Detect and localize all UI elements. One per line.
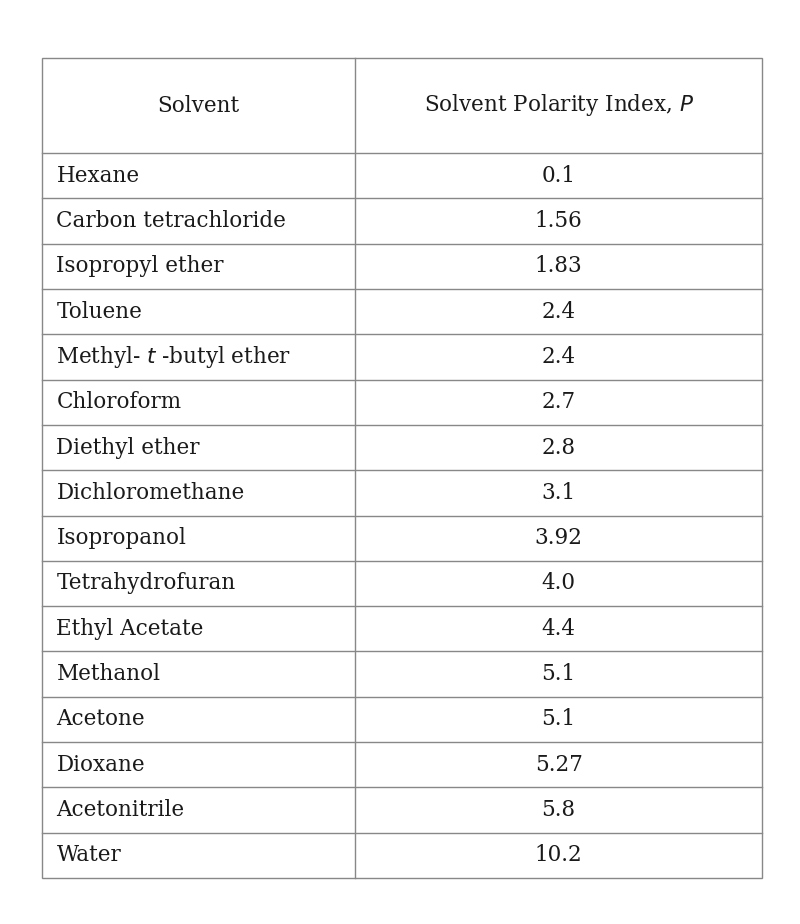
Text: Hexane: Hexane [56, 164, 139, 187]
Text: 3.1: 3.1 [542, 481, 576, 504]
Text: 2.7: 2.7 [542, 391, 576, 413]
Text: 0.1: 0.1 [542, 164, 576, 187]
Text: Ethyl Acetate: Ethyl Acetate [56, 618, 204, 639]
Text: Water: Water [56, 845, 121, 867]
Text: 3.92: 3.92 [534, 528, 582, 549]
Text: Solvent Polarity Index, $\it{P}$: Solvent Polarity Index, $\it{P}$ [423, 92, 694, 118]
Text: 5.27: 5.27 [534, 754, 582, 776]
Text: Isopropanol: Isopropanol [56, 528, 186, 549]
Text: Dioxane: Dioxane [56, 754, 145, 776]
Text: 2.8: 2.8 [542, 436, 576, 458]
Text: 4.0: 4.0 [542, 573, 576, 594]
Text: 5.1: 5.1 [542, 709, 576, 730]
Text: 1.83: 1.83 [534, 255, 582, 277]
Text: Methyl- $\it{t}$ -butyl ether: Methyl- $\it{t}$ -butyl ether [56, 344, 291, 370]
Text: Tetrahydrofuran: Tetrahydrofuran [56, 573, 236, 594]
Text: Solvent: Solvent [158, 94, 240, 116]
Text: Acetone: Acetone [56, 709, 145, 730]
Text: 5.1: 5.1 [542, 663, 576, 685]
Text: Acetonitrile: Acetonitrile [56, 799, 185, 821]
Text: 2.4: 2.4 [542, 346, 576, 368]
Text: Isopropyl ether: Isopropyl ether [56, 255, 224, 277]
Text: Chloroform: Chloroform [56, 391, 182, 413]
Bar [42, 58, 762, 878]
Text: 4.4: 4.4 [542, 618, 576, 639]
Text: Dichloromethane: Dichloromethane [56, 481, 245, 504]
Text: Diethyl ether: Diethyl ether [56, 436, 200, 458]
Text: 10.2: 10.2 [534, 845, 582, 867]
Text: 5.8: 5.8 [542, 799, 576, 821]
Text: Methanol: Methanol [56, 663, 160, 685]
Text: 1.56: 1.56 [534, 210, 582, 232]
Text: 2.4: 2.4 [542, 300, 576, 322]
Text: Carbon tetrachloride: Carbon tetrachloride [56, 210, 286, 232]
Text: Toluene: Toluene [56, 300, 142, 322]
